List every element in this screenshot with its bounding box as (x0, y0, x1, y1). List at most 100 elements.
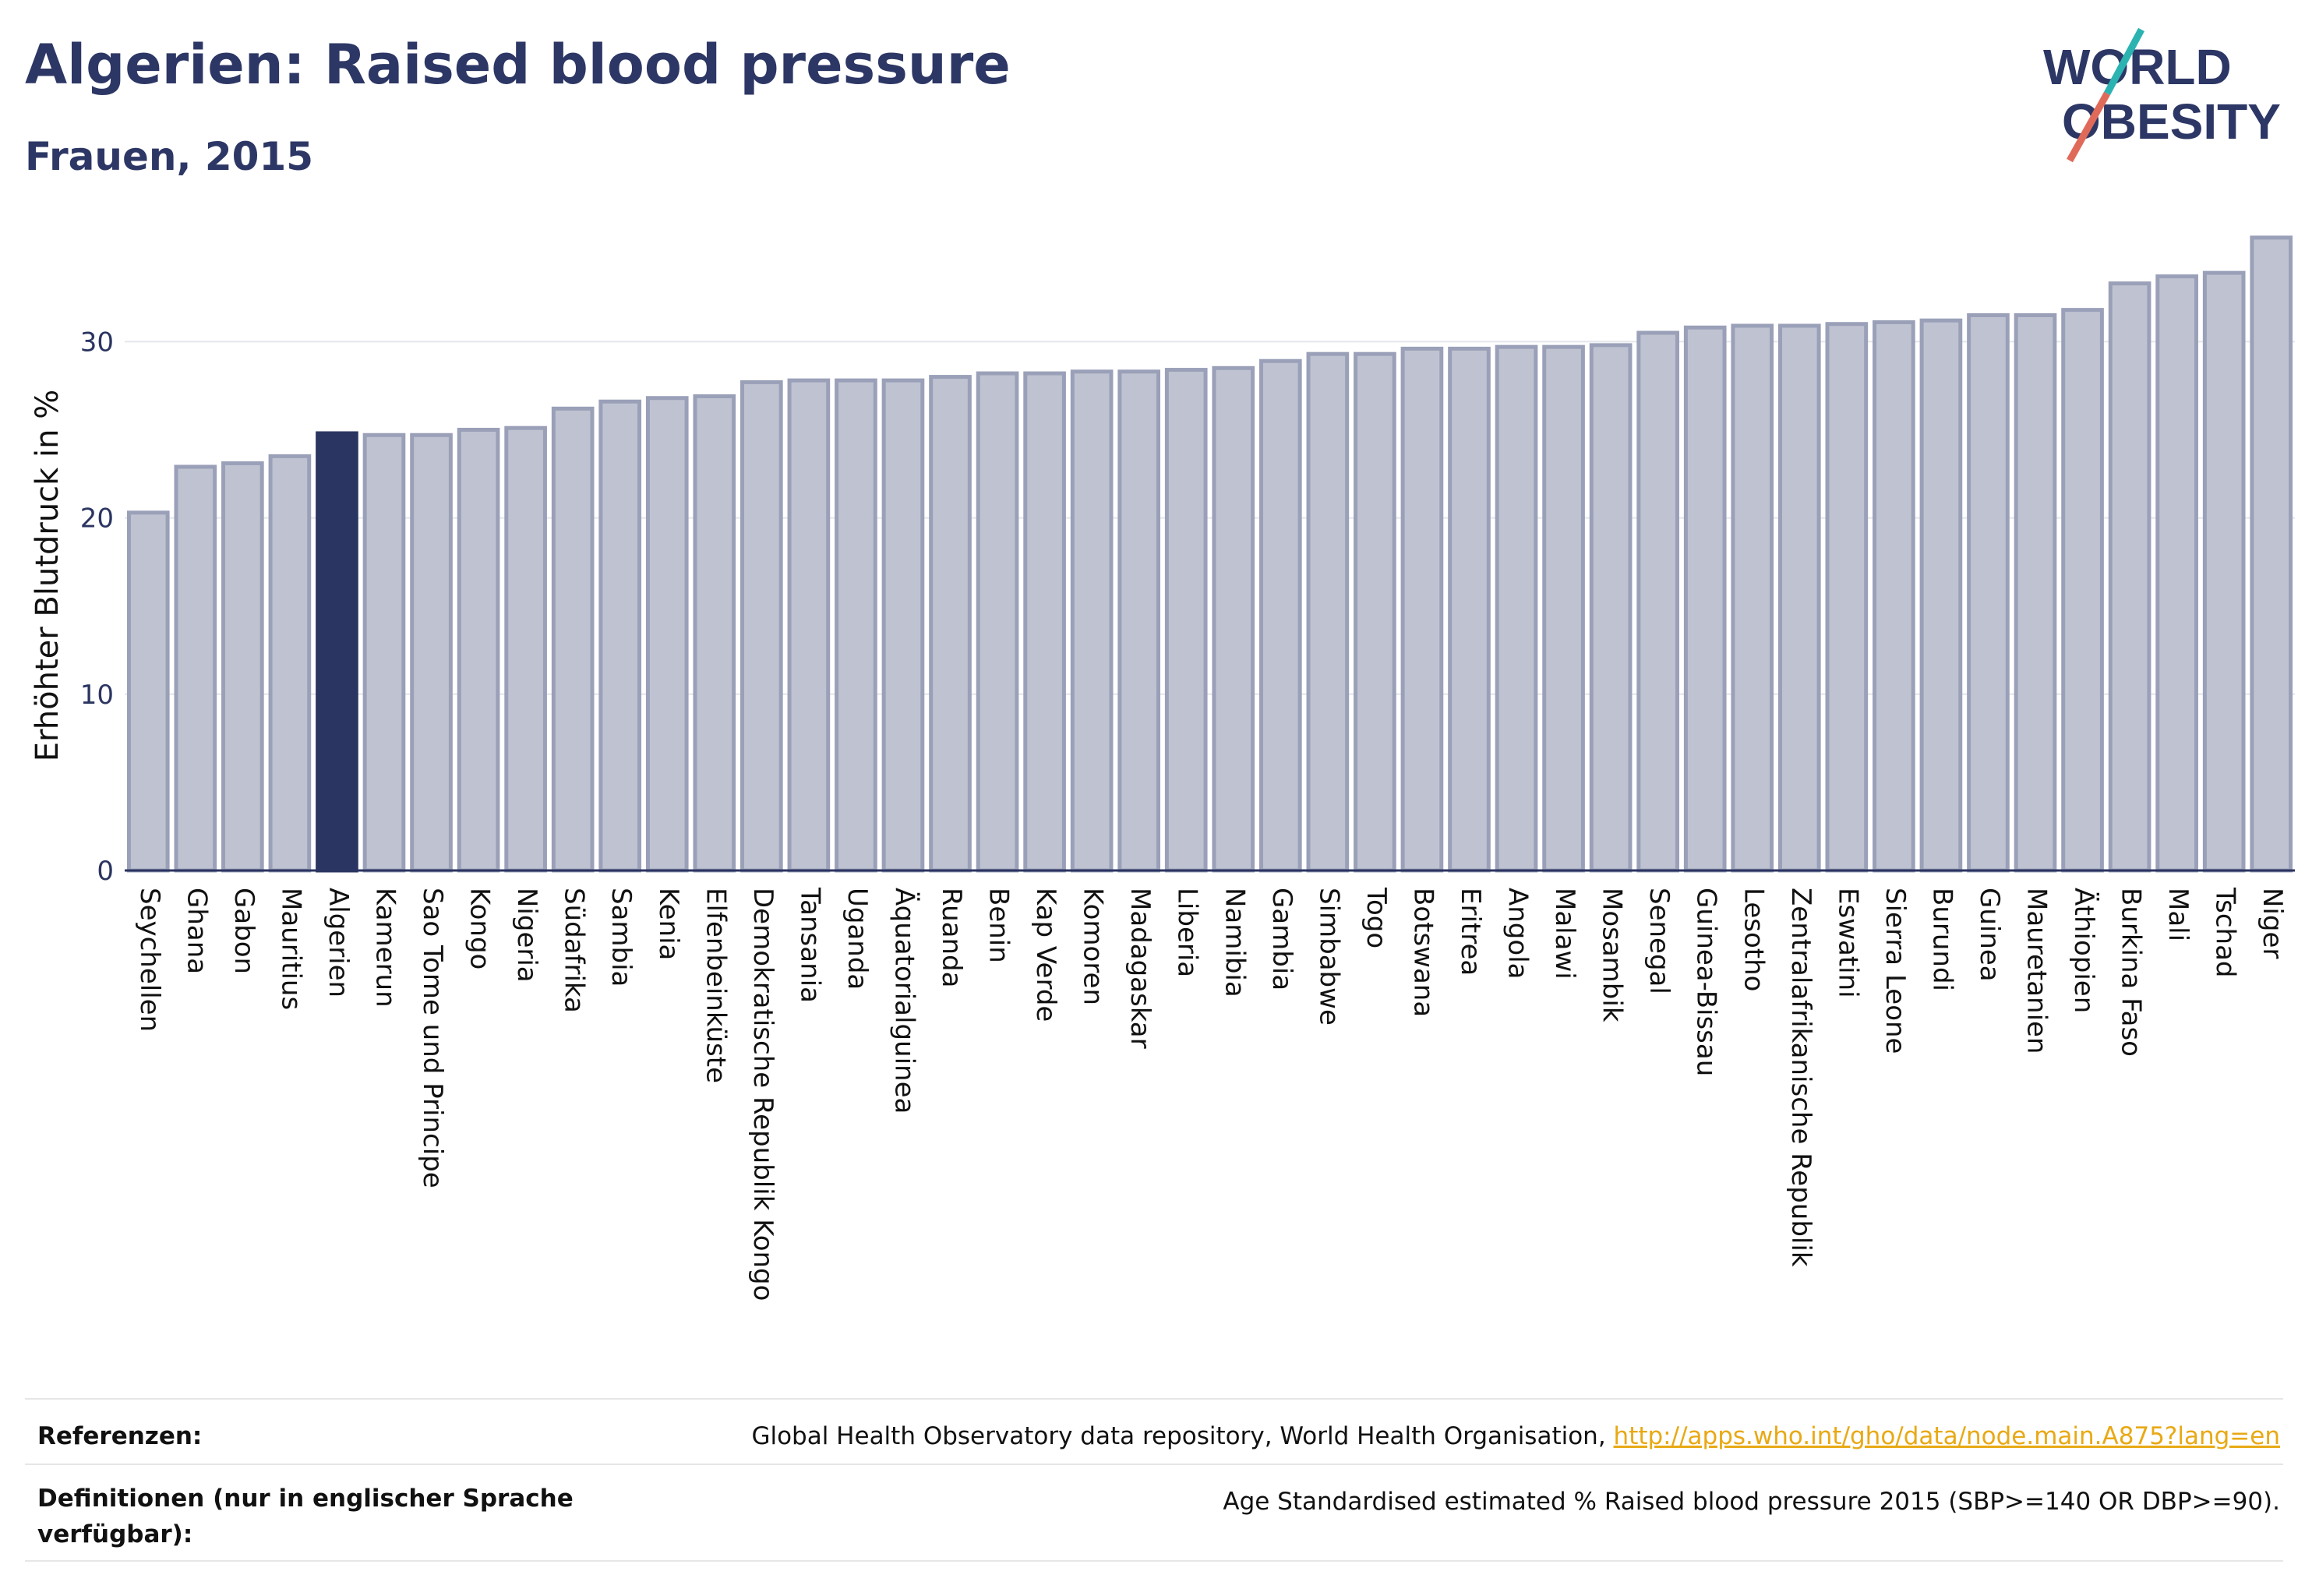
x-tick-label: Sierra Leone (1880, 888, 1911, 1054)
bar (1636, 330, 1679, 873)
x-tick-label: Kongo (464, 888, 496, 969)
x-tick-label: Algerien (323, 888, 354, 998)
y-tick-label: 20 (80, 503, 114, 535)
x-tick-label: Äquatorialguinea (888, 888, 920, 1114)
x-tick-label: Guinea-Bissau (1691, 888, 1722, 1076)
x-tick-label: Mauritius (275, 888, 306, 1010)
x-tick-label: Gambia (1266, 888, 1297, 990)
x-tick-label: Lesotho (1738, 888, 1769, 991)
x-tick-label: Uganda (842, 888, 873, 990)
y-tick-label: 10 (80, 680, 114, 711)
bar (693, 394, 736, 873)
bar (2202, 270, 2246, 873)
x-tick-label: Togo (1361, 887, 1392, 948)
world-obesity-logo: WORLD OBESITY (2043, 27, 2281, 163)
x-tick-label: Sambia (605, 888, 637, 987)
x-tick-label: Burundi (1926, 888, 1957, 991)
bar (2108, 281, 2151, 873)
x-tick-label: Mauretanien (2021, 888, 2053, 1054)
bar (787, 378, 831, 873)
x-tick-label: Eritrea (1455, 888, 1486, 976)
definitions-value: Age Standardised estimated % Raised bloo… (1223, 1488, 2280, 1516)
bar (174, 464, 217, 873)
x-tick-label: Malawi (1549, 888, 1580, 980)
bar (1400, 346, 1444, 873)
x-tick-label: Kamerun (369, 888, 401, 1008)
x-tick-label: Guinea (1974, 888, 2005, 982)
bar (1448, 346, 1491, 873)
x-tick-label: Simbabwe (1313, 888, 1344, 1026)
x-tick-label: Madagaskar (1124, 888, 1156, 1049)
x-tick-label: Senegal (1643, 888, 1675, 994)
x-tick-label: Tschad (2210, 887, 2241, 978)
bar (126, 510, 170, 873)
bar (1258, 358, 1302, 873)
logo-slash-teal (2104, 27, 2144, 96)
x-tick-label: Ghana (181, 888, 212, 974)
bar (2014, 312, 2057, 873)
page-title: Algerien: Raised blood pressure (25, 33, 1011, 97)
y-axis-label: Erhöhter Blutdruck in % (30, 390, 65, 761)
bar (410, 433, 453, 873)
x-tick-label: Äthiopien (2068, 888, 2099, 1013)
bar (1542, 344, 1585, 873)
x-tick-label: Elfenbeinküste (700, 888, 731, 1083)
bar (221, 461, 264, 873)
bar (598, 399, 642, 873)
x-tick-label: Botswana (1407, 888, 1438, 1017)
y-tick-label: 0 (97, 856, 114, 887)
footer-divider-middle (25, 1464, 2283, 1465)
bar-chart: 0 10 20 30 Seychellen Ghana Gabon Mauritius Alge… (30, 235, 2295, 1301)
bar (1212, 365, 1255, 873)
bar (2155, 274, 2198, 873)
x-tick-label: Sao Tome und Principe (417, 888, 448, 1188)
x-tick-label: Seychellen (134, 888, 165, 1032)
bar (1164, 368, 1208, 873)
bar-highlight (316, 431, 358, 873)
bar (976, 371, 1019, 873)
bar (1495, 344, 1538, 873)
x-tick-label: Demokratische Republik Kongo (747, 888, 778, 1301)
references-label: Referenzen: (37, 1422, 203, 1450)
bar (551, 406, 595, 873)
x-tick-label: Komoren (1078, 888, 1109, 1005)
y-tick-label: 30 (80, 327, 114, 358)
bar (1967, 312, 2010, 873)
x-tick-label: Mali (2162, 888, 2194, 941)
bar (457, 427, 500, 873)
bar (1354, 351, 1396, 873)
bar (1306, 351, 1350, 873)
bar (1873, 320, 1915, 873)
bar (881, 378, 925, 873)
bar (835, 378, 877, 873)
x-tick-label: Gabon (228, 888, 259, 974)
references-link[interactable]: http://apps.who.int/gho/data/node.main.A… (1613, 1422, 2280, 1450)
page-subtitle: Frauen, 2015 (25, 134, 314, 179)
x-tick-label: Tansania (794, 887, 825, 1003)
x-tick-label: Liberia (1172, 888, 1203, 977)
x-tick-label: Eswatini (1832, 888, 1863, 998)
bar (929, 375, 972, 873)
x-tick-label: Burkina Faso (2116, 888, 2147, 1057)
bar (1825, 322, 1869, 873)
x-tick-label: Mosambik (1597, 888, 1628, 1022)
x-tick-label: Südafrika (559, 888, 590, 1013)
bar (1023, 371, 1066, 873)
logo-line-1: WORLD (2043, 39, 2232, 95)
bar (645, 396, 689, 873)
x-tick-label: Kenia (653, 888, 684, 960)
bar (1777, 323, 1821, 873)
footer-divider-top (25, 1398, 2283, 1400)
x-tick-label: Niger (2257, 888, 2288, 959)
bar (1731, 323, 1774, 873)
logo-slash-coral (2067, 91, 2110, 163)
footer-divider-bottom (25, 1560, 2283, 1562)
bar (2061, 308, 2104, 873)
bar (268, 454, 312, 873)
bar (1117, 369, 1161, 873)
x-tick-label: Ruanda (936, 888, 967, 987)
bar (362, 433, 406, 873)
bar (1919, 318, 1963, 873)
bar (740, 380, 783, 873)
bar (1070, 369, 1114, 873)
